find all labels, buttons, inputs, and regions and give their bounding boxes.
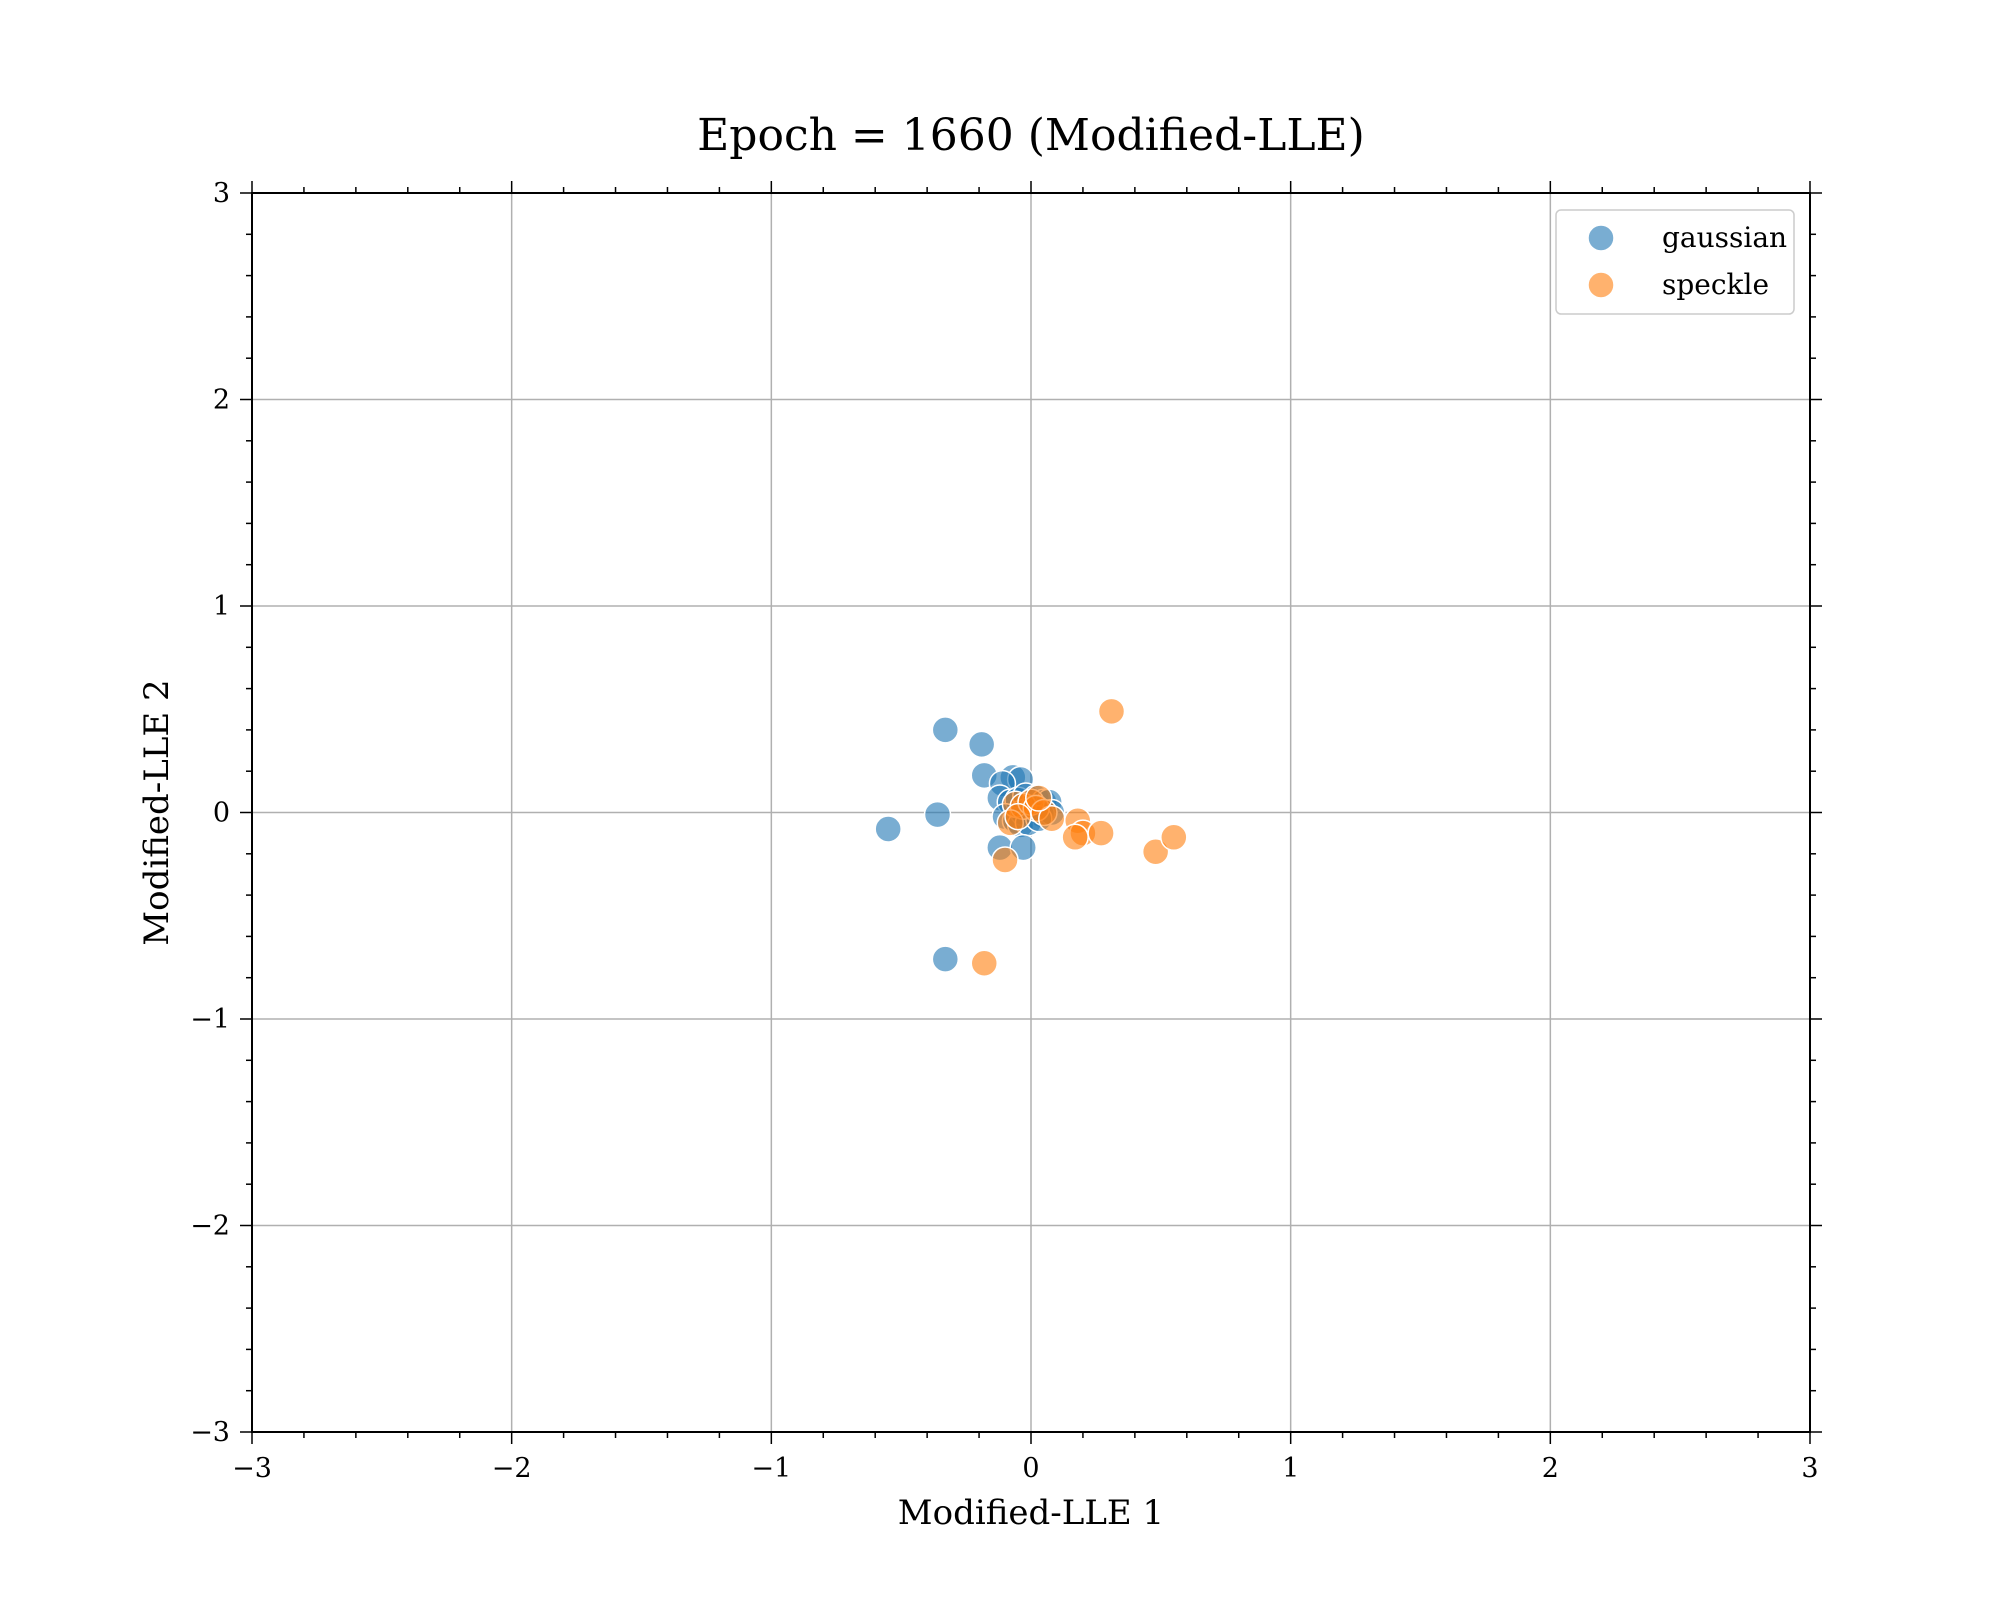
x-tick-label: −2: [492, 1453, 532, 1484]
y-tick-label: −1: [190, 1004, 230, 1035]
grid: [252, 193, 1810, 1432]
plot-frame: [251, 192, 1811, 1433]
x-tick-label: 0: [1022, 1453, 1039, 1484]
axis-ticks: −3 −2 −1 0 1 2 3 −3 −2 −1 0 1 2 3: [190, 178, 1822, 1484]
x-axis-label: Modified-LLE 1: [898, 1493, 1164, 1533]
speckle-point: [1061, 823, 1089, 852]
speckle-point: [1004, 802, 1032, 831]
y-tick-label: 1: [213, 591, 230, 622]
speckle-point: [1097, 697, 1126, 726]
speckle-point: [1141, 837, 1170, 866]
gaussian-point: [874, 815, 902, 843]
x-tick-label: 1: [1282, 1453, 1299, 1484]
speckle-point: [1025, 784, 1053, 812]
data-points: [874, 697, 1188, 977]
y-tick-label: −2: [190, 1211, 230, 1242]
legend-label-gaussian: gaussian: [1662, 221, 1787, 254]
speckle-point: [1160, 823, 1188, 852]
gaussian-point: [931, 716, 960, 744]
x-tick-label: −1: [751, 1453, 791, 1484]
gaussian-point: [931, 945, 960, 973]
speckle-point: [991, 846, 1019, 874]
y-tick-label: 0: [213, 798, 230, 829]
y-axis-label: Modified-LLE 2: [137, 679, 177, 945]
x-tick-label: 3: [1801, 1453, 1818, 1484]
speckle-point: [1087, 819, 1115, 847]
speckle-point: [970, 949, 999, 977]
legend-box: [1555, 209, 1795, 315]
y-tick-label: 3: [213, 178, 230, 209]
legend-label-speckle: speckle: [1662, 268, 1769, 301]
x-tick-label: 2: [1542, 1453, 1559, 1484]
y-tick-label: −3: [190, 1417, 230, 1448]
y-tick-label: 2: [213, 385, 230, 416]
legend-marker-speckle: [1587, 271, 1615, 299]
legend-marker-gaussian: [1587, 224, 1615, 252]
legend: gaussian speckle: [1555, 209, 1795, 315]
chart-title: Epoch = 1660 (Modified-LLE): [697, 110, 1365, 161]
x-tick-label: −3: [232, 1453, 272, 1484]
gaussian-point: [967, 730, 996, 759]
gaussian-point: [923, 800, 952, 829]
